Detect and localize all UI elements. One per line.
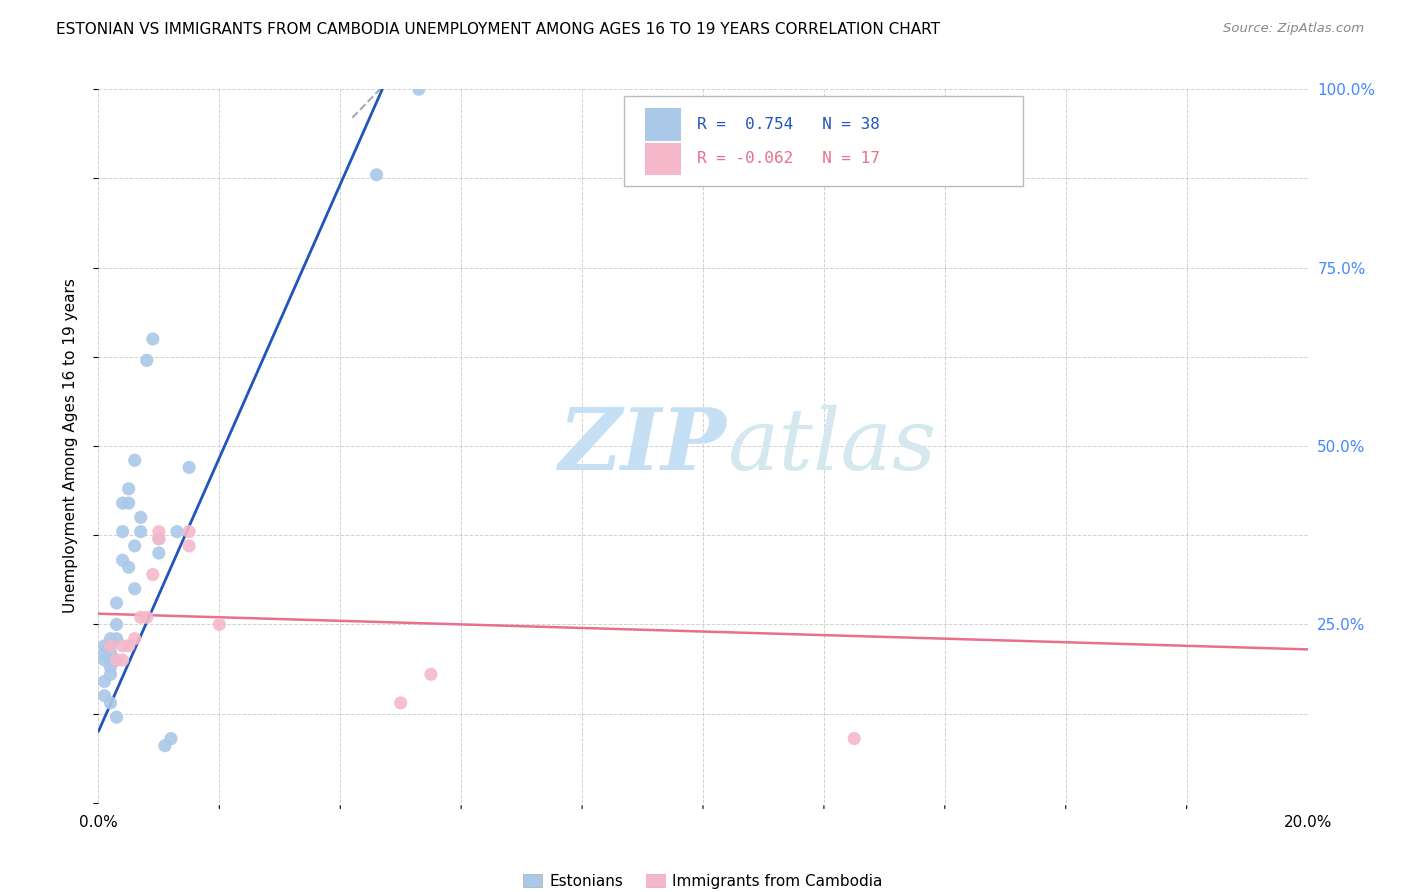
- Point: [100, 632, 122, 646]
- Point: [129, 610, 152, 624]
- Point: [93, 646, 115, 660]
- Point: [105, 596, 128, 610]
- Point: [118, 639, 141, 653]
- Point: [100, 639, 122, 653]
- Point: [366, 168, 388, 182]
- Point: [135, 353, 157, 368]
- Point: [111, 496, 134, 510]
- Point: [100, 667, 122, 681]
- Point: [118, 482, 141, 496]
- Legend: Estonians, Immigrants from Cambodia: Estonians, Immigrants from Cambodia: [517, 868, 889, 892]
- Point: [135, 610, 157, 624]
- Point: [142, 332, 165, 346]
- Point: [100, 660, 122, 674]
- Point: [105, 617, 128, 632]
- Point: [93, 639, 115, 653]
- Point: [148, 532, 170, 546]
- Point: [179, 539, 201, 553]
- Point: [148, 546, 170, 560]
- Point: [129, 510, 152, 524]
- Point: [153, 739, 176, 753]
- Point: [124, 582, 146, 596]
- Point: [166, 524, 188, 539]
- Point: [111, 639, 134, 653]
- Text: R = -0.062   N = 17: R = -0.062 N = 17: [697, 152, 880, 167]
- Point: [111, 524, 134, 539]
- Point: [844, 731, 866, 746]
- Point: [118, 560, 141, 574]
- Point: [105, 653, 128, 667]
- Point: [105, 653, 128, 667]
- Point: [111, 653, 134, 667]
- Y-axis label: Unemployment Among Ages 16 to 19 years: Unemployment Among Ages 16 to 19 years: [63, 278, 77, 614]
- FancyBboxPatch shape: [645, 109, 682, 141]
- Point: [105, 710, 128, 724]
- Point: [124, 453, 146, 467]
- FancyBboxPatch shape: [624, 96, 1024, 186]
- Point: [208, 617, 231, 632]
- Point: [111, 553, 134, 567]
- Point: [100, 646, 122, 660]
- Point: [100, 639, 122, 653]
- Point: [100, 653, 122, 667]
- Text: R =  0.754   N = 38: R = 0.754 N = 38: [697, 117, 880, 132]
- Point: [160, 731, 183, 746]
- Text: atlas: atlas: [727, 405, 936, 487]
- Point: [118, 496, 141, 510]
- Text: Source: ZipAtlas.com: Source: ZipAtlas.com: [1223, 22, 1364, 36]
- Text: ESTONIAN VS IMMIGRANTS FROM CAMBODIA UNEMPLOYMENT AMONG AGES 16 TO 19 YEARS CORR: ESTONIAN VS IMMIGRANTS FROM CAMBODIA UNE…: [56, 22, 941, 37]
- Point: [179, 524, 201, 539]
- Point: [148, 532, 170, 546]
- Point: [93, 689, 115, 703]
- Point: [148, 524, 170, 539]
- Point: [105, 632, 128, 646]
- Text: ZIP: ZIP: [560, 404, 727, 488]
- Point: [389, 696, 412, 710]
- Point: [129, 524, 152, 539]
- Point: [124, 632, 146, 646]
- Point: [93, 674, 115, 689]
- FancyBboxPatch shape: [645, 143, 682, 175]
- Point: [179, 460, 201, 475]
- Point: [408, 82, 430, 96]
- Point: [100, 696, 122, 710]
- Point: [420, 667, 443, 681]
- Point: [93, 653, 115, 667]
- Point: [124, 539, 146, 553]
- Point: [142, 567, 165, 582]
